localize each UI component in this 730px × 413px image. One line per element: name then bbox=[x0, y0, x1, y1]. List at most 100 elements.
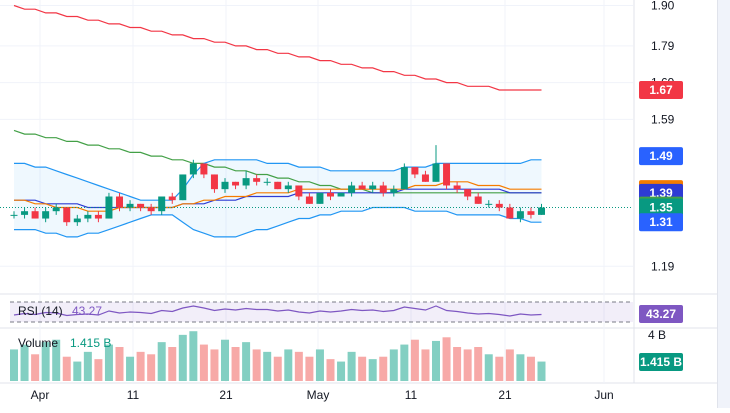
volume-bar bbox=[347, 351, 356, 381]
candle-body bbox=[348, 185, 356, 193]
time-tick-label: 11 bbox=[405, 388, 418, 402]
volume-bar bbox=[126, 356, 135, 381]
volume-bar bbox=[168, 347, 177, 381]
volume-badge-text: 1.415 B bbox=[640, 355, 682, 369]
price-tick-label: 1.79 bbox=[651, 39, 675, 53]
candle-body bbox=[295, 185, 303, 197]
rsi-badge: 43.27 bbox=[639, 305, 683, 323]
time-tick-label: 21 bbox=[498, 388, 512, 402]
candles bbox=[10, 145, 545, 226]
rsi-badge-text: 43.27 bbox=[646, 307, 676, 321]
candle-body bbox=[453, 185, 461, 190]
candle-body bbox=[31, 211, 39, 219]
price-badge-bg bbox=[639, 198, 683, 217]
volume-bar bbox=[453, 347, 462, 381]
candle-body bbox=[168, 196, 176, 201]
rsi-band-fill bbox=[10, 302, 633, 322]
volume-bar bbox=[421, 349, 430, 381]
rsi-pane bbox=[10, 301, 633, 323]
volume-bar bbox=[337, 361, 346, 381]
volume-bar bbox=[20, 344, 29, 381]
price-badge-text: 1.49 bbox=[649, 149, 673, 163]
volume-bar bbox=[136, 351, 145, 381]
rsi-line bbox=[13, 305, 542, 317]
candle-body bbox=[369, 185, 377, 190]
price-axis[interactable]: 1.901.791.691.591.191.671.491.401.391.39… bbox=[639, 0, 683, 371]
price-badge-bg bbox=[639, 147, 683, 166]
volume-bar bbox=[442, 337, 451, 381]
volume-bar bbox=[52, 339, 61, 381]
candle-body bbox=[316, 192, 324, 204]
candle-body bbox=[337, 192, 345, 197]
volume-bar bbox=[505, 349, 514, 381]
candle-body bbox=[253, 178, 261, 182]
time-tick-label: Apr bbox=[31, 388, 50, 402]
volume-bar bbox=[305, 356, 314, 381]
candle-body bbox=[432, 163, 440, 182]
volume-bar bbox=[326, 359, 335, 381]
bollinger-band-fill bbox=[14, 159, 542, 237]
volume-bar bbox=[294, 351, 303, 381]
candle-body bbox=[421, 174, 429, 182]
sma-200-line bbox=[13, 4, 542, 91]
candle-body bbox=[443, 163, 451, 186]
candle-body bbox=[232, 181, 240, 186]
pane-legends: RSI (14) 43.27 Volume 1.415 B 4 B bbox=[18, 304, 666, 350]
candle-body bbox=[263, 181, 271, 183]
volume-bar bbox=[526, 356, 535, 381]
time-tick-label: May bbox=[307, 388, 330, 402]
volume-value-text: 1.415 B bbox=[70, 336, 111, 350]
bollinger-basis-line bbox=[14, 188, 542, 209]
time-axis[interactable]: Apr 11 21 May 11 21 Jun bbox=[31, 388, 614, 402]
candle-body bbox=[42, 211, 50, 219]
candle-body bbox=[200, 163, 208, 175]
candle-body bbox=[506, 207, 514, 219]
volume-bar bbox=[83, 351, 92, 381]
candle-body bbox=[495, 203, 503, 208]
candle-body bbox=[147, 207, 155, 212]
volume-bar bbox=[115, 347, 124, 381]
candle-body bbox=[137, 203, 145, 208]
candle-body bbox=[189, 163, 197, 175]
volume-badge: 1.415 B bbox=[639, 353, 683, 371]
volume-bar bbox=[263, 351, 272, 381]
price-badge-bg bbox=[639, 80, 683, 99]
volume-bar bbox=[104, 344, 113, 381]
candle-body bbox=[10, 214, 18, 216]
candle-body bbox=[105, 196, 113, 219]
candle-body bbox=[327, 192, 334, 197]
time-tick-label: 21 bbox=[219, 388, 233, 402]
volume-bar bbox=[210, 349, 219, 381]
volume-label: Volume bbox=[18, 336, 58, 350]
price-badge: 1.49 bbox=[639, 147, 683, 166]
price-badge-text: 1.39 bbox=[649, 186, 673, 200]
candle-body bbox=[400, 167, 408, 190]
volume-bar bbox=[221, 339, 229, 381]
volume-bar bbox=[157, 342, 166, 381]
volume-bar bbox=[242, 342, 251, 381]
volume-bar bbox=[537, 361, 546, 381]
candle-body bbox=[379, 185, 387, 193]
volume-bar bbox=[31, 354, 40, 381]
volume-bar bbox=[463, 349, 472, 381]
volume-bar bbox=[10, 349, 18, 381]
bollinger-fill bbox=[14, 159, 542, 237]
rsi-value-text: 43.27 bbox=[72, 304, 102, 318]
volume-bar bbox=[199, 344, 208, 381]
bollinger-upper-line bbox=[14, 159, 542, 201]
ma-short-line bbox=[14, 181, 542, 212]
volume-bar bbox=[94, 359, 103, 381]
candle-body bbox=[126, 203, 134, 208]
volume-bar bbox=[252, 349, 261, 381]
candle-body bbox=[158, 196, 166, 212]
volume-bar bbox=[432, 340, 440, 381]
right-scroll-edge[interactable] bbox=[717, 0, 730, 408]
price-badge: 1.31 bbox=[639, 213, 683, 232]
price-tick-label: 1.59 bbox=[651, 112, 675, 126]
price-badge-text: 1.67 bbox=[649, 83, 673, 97]
candle-body bbox=[210, 174, 218, 190]
volume-bar bbox=[189, 331, 198, 381]
volume-badge-bg bbox=[639, 353, 683, 371]
